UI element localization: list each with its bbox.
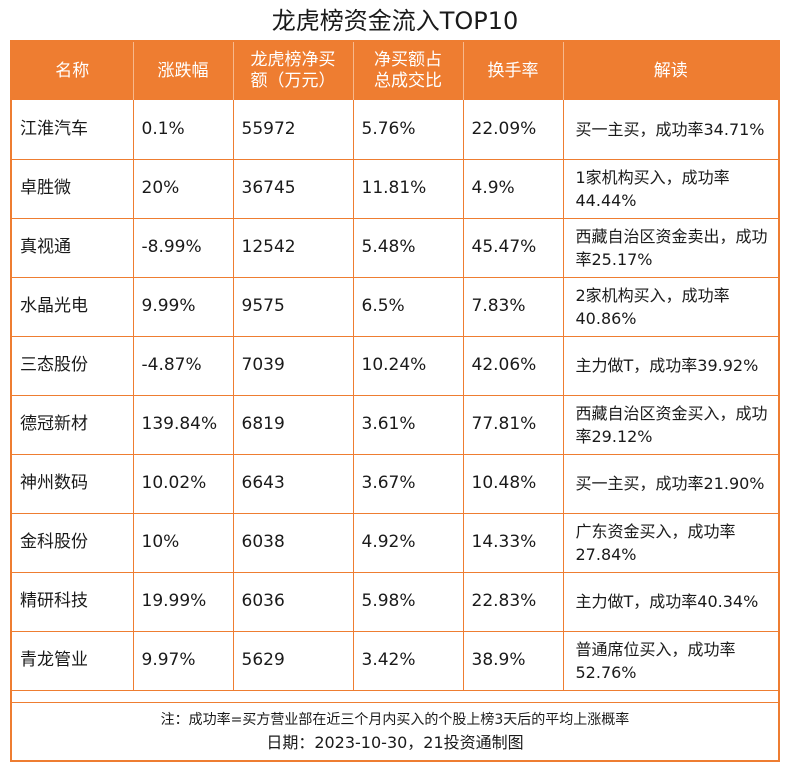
cell-name: 精研科技 bbox=[12, 571, 134, 632]
table-row: 江淮汽车 0.1% 55972 5.76% 22.09% 买一主买，成功率34.71% bbox=[12, 100, 778, 160]
cell-name: 三态股份 bbox=[12, 335, 134, 396]
cell-note: 广东资金买入，成功率27.84% bbox=[562, 512, 778, 573]
table-header-row: 名称 涨跌幅 龙虎榜净买 额（万元） 净买额占 总成交比 换手率 解读 bbox=[12, 42, 778, 100]
cell-change: 20% bbox=[132, 158, 234, 219]
table-row: 金科股份 10% 6038 4.92% 14.33% 广东资金买入，成功率27.84% bbox=[12, 512, 778, 573]
cell-net-buy: 7039 bbox=[232, 335, 354, 396]
cell-ratio: 10.24% bbox=[352, 335, 464, 396]
cell-name: 卓胜微 bbox=[12, 158, 134, 219]
cell-net-buy: 6819 bbox=[232, 394, 354, 455]
header-change: 涨跌幅 bbox=[132, 42, 233, 100]
cell-name: 德冠新材 bbox=[12, 394, 134, 455]
cell-ratio: 5.48% bbox=[352, 217, 464, 278]
cell-net-buy: 6643 bbox=[232, 453, 354, 514]
cell-note: 买一主买，成功率34.71% bbox=[562, 100, 778, 160]
cell-ratio: 6.5% bbox=[352, 276, 464, 337]
cell-turnover: 7.83% bbox=[462, 276, 564, 337]
cell-name: 水晶光电 bbox=[12, 276, 134, 337]
cell-turnover: 22.83% bbox=[462, 571, 564, 632]
table-row: 精研科技 19.99% 6036 5.98% 22.83% 主力做T，成功率40.34% bbox=[12, 571, 778, 632]
cell-name: 真视通 bbox=[12, 217, 134, 278]
cell-turnover: 38.9% bbox=[462, 630, 564, 691]
cell-net-buy: 6036 bbox=[232, 571, 354, 632]
cell-change: 10% bbox=[132, 512, 234, 573]
cell-change: 10.02% bbox=[132, 453, 234, 514]
cell-net-buy: 6038 bbox=[232, 512, 354, 573]
cell-net-buy: 9575 bbox=[232, 276, 354, 337]
cell-name: 青龙管业 bbox=[12, 630, 134, 691]
cell-name: 江淮汽车 bbox=[12, 100, 134, 160]
cell-change: 139.84% bbox=[132, 394, 234, 455]
cell-note: 主力做T，成功率40.34% bbox=[562, 571, 778, 632]
header-note: 解读 bbox=[562, 42, 778, 100]
cell-net-buy: 5629 bbox=[232, 630, 354, 691]
cell-turnover: 14.33% bbox=[462, 512, 564, 573]
page-title: 龙虎榜资金流入TOP10 bbox=[271, 7, 519, 35]
table-row: 三态股份 -4.87% 7039 10.24% 42.06% 主力做T，成功率39.92% bbox=[12, 335, 778, 396]
cell-turnover: 45.47% bbox=[462, 217, 564, 278]
cell-turnover: 42.06% bbox=[462, 335, 564, 396]
cell-turnover: 77.81% bbox=[462, 394, 564, 455]
cell-ratio: 11.81% bbox=[352, 158, 464, 219]
cell-turnover: 4.9% bbox=[462, 158, 564, 219]
cell-change: 9.99% bbox=[132, 276, 234, 337]
cell-note: 普通席位买入，成功率52.76% bbox=[562, 630, 778, 691]
cell-name: 金科股份 bbox=[12, 512, 134, 573]
cell-note: 买一主买，成功率21.90% bbox=[562, 453, 778, 514]
table-row: 卓胜微 20% 36745 11.81% 4.9% 1家机构买入，成功率44.44% bbox=[12, 158, 778, 219]
cell-change: 9.97% bbox=[132, 630, 234, 691]
table-row: 水晶光电 9.99% 9575 6.5% 7.83% 2家机构买入，成功率40.86% bbox=[12, 276, 778, 337]
cell-note: 主力做T，成功率39.92% bbox=[562, 335, 778, 396]
cell-change: -8.99% bbox=[132, 217, 234, 278]
cell-ratio: 3.42% bbox=[352, 630, 464, 691]
cell-ratio: 3.67% bbox=[352, 453, 464, 514]
cell-net-buy: 55972 bbox=[232, 100, 354, 160]
table-frame: 名称 涨跌幅 龙虎榜净买 额（万元） 净买额占 总成交比 换手率 解读 江淮汽车 0.… bbox=[10, 40, 780, 762]
table-row: 青龙管业 9.97% 5629 3.42% 38.9% 普通席位买入，成功率52.76% bbox=[12, 630, 778, 691]
cell-name: 神州数码 bbox=[12, 453, 134, 514]
table-row: 神州数码 10.02% 6643 3.67% 10.48% 买一主买，成功率21.90% bbox=[12, 453, 778, 514]
date-line: 日期：2023-10-30，21投资通制图 bbox=[266, 733, 524, 752]
cell-note: 1家机构买入，成功率44.44% bbox=[562, 158, 778, 219]
cell-turnover: 22.09% bbox=[462, 100, 564, 160]
cell-ratio: 4.92% bbox=[352, 512, 464, 573]
cell-note: 2家机构买入，成功率40.86% bbox=[562, 276, 778, 337]
cell-ratio: 5.98% bbox=[352, 571, 464, 632]
cell-turnover: 10.48% bbox=[462, 453, 564, 514]
cell-net-buy: 36745 bbox=[232, 158, 354, 219]
header-ratio: 净买额占 总成交比 bbox=[352, 42, 463, 100]
cell-note: 西藏自治区资金买入，成功率29.12% bbox=[562, 394, 778, 455]
footnote-area: 注：成功率=买方营业部在近三个月内买入的个股上榜3天后的平均上涨概率 日期：20… bbox=[12, 702, 778, 761]
cell-change: 19.99% bbox=[132, 571, 234, 632]
cell-change: -4.87% bbox=[132, 335, 234, 396]
cell-net-buy: 12542 bbox=[232, 217, 354, 278]
header-turnover: 换手率 bbox=[462, 42, 563, 100]
footnote: 注：成功率=买方营业部在近三个月内买入的个股上榜3天后的平均上涨概率 bbox=[160, 712, 630, 728]
table-row: 真视通 -8.99% 12542 5.48% 45.47% 西藏自治区资金卖出，成功率25… bbox=[12, 217, 778, 278]
cell-ratio: 5.76% bbox=[352, 100, 464, 160]
header-net-buy: 龙虎榜净买 额（万元） bbox=[232, 42, 353, 100]
data-table: 名称 涨跌幅 龙虎榜净买 额（万元） 净买额占 总成交比 换手率 解读 江淮汽车 0.… bbox=[12, 42, 778, 691]
cell-ratio: 3.61% bbox=[352, 394, 464, 455]
cell-note: 西藏自治区资金卖出，成功率25.17% bbox=[562, 217, 778, 278]
header-name: 名称 bbox=[12, 42, 133, 100]
table-row: 德冠新材 139.84% 6819 3.61% 77.81% 西藏自治区资金买入，成功率2… bbox=[12, 394, 778, 455]
cell-change: 0.1% bbox=[132, 100, 234, 160]
